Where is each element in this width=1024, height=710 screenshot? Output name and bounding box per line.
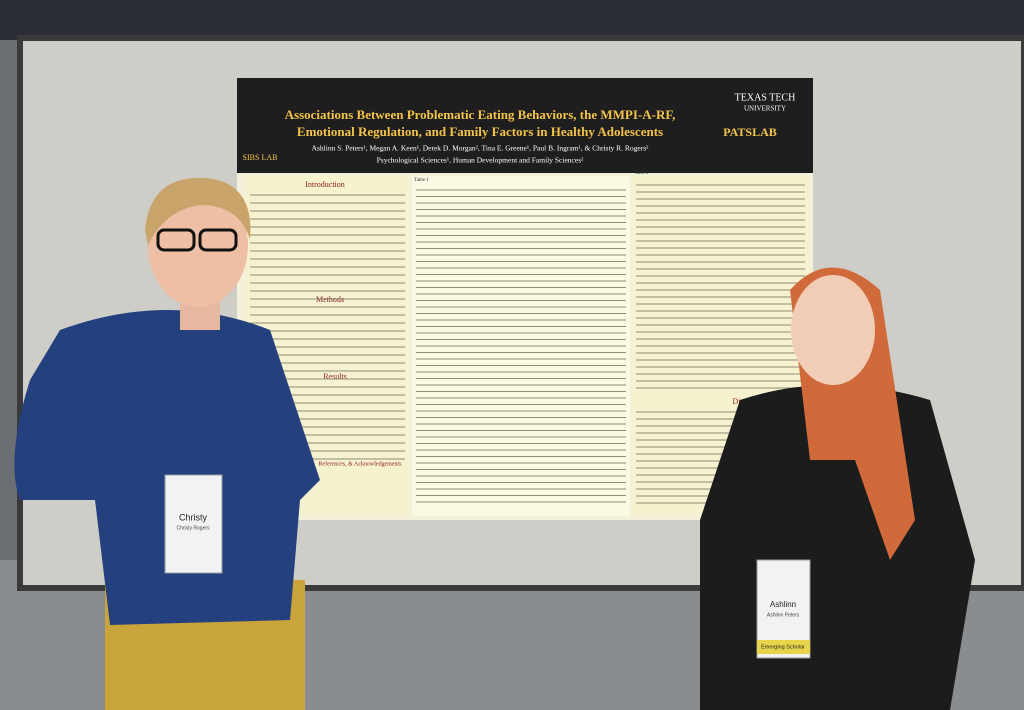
poster-header <box>237 78 813 173</box>
logo-text: PATSLAB <box>723 125 777 139</box>
logo-text: UNIVERSITY <box>744 105 786 113</box>
badge-name: Ashlinn <box>770 600 796 609</box>
title-line: Emotional Regulation, and Family Factors… <box>297 124 663 139</box>
title-line: Associations Between Problematic Eating … <box>285 107 676 122</box>
ceiling <box>0 0 1024 40</box>
badge-subtitle: Ashlinn Peters <box>767 612 800 618</box>
hair <box>145 177 251 245</box>
glasses <box>198 228 238 252</box>
section-heading: Introduction <box>305 180 345 189</box>
face <box>791 275 875 385</box>
badge-subtitle: Christy Rogers <box>176 525 210 531</box>
authors: Ashlinn S. Peters¹, Megan A. Keen¹, Dere… <box>312 144 650 153</box>
badge <box>164 474 223 574</box>
affiliations: Psychological Sciences¹, Human Developme… <box>377 156 584 165</box>
logo-text: TEXAS TECH <box>735 92 796 103</box>
shirt <box>14 310 320 625</box>
ribbon-text: Emerging Scholar <box>761 644 805 650</box>
table-label: Table 2 <box>634 171 649 176</box>
section-heading: Results <box>323 372 347 381</box>
table-label: Table 1 <box>414 178 429 183</box>
badge-name: Christy <box>179 512 208 522</box>
ribbon <box>757 640 810 654</box>
section-heading: References, & Acknowledgements <box>318 460 402 467</box>
logo-text: SIBS LAB <box>243 153 278 162</box>
glasses <box>156 228 196 252</box>
